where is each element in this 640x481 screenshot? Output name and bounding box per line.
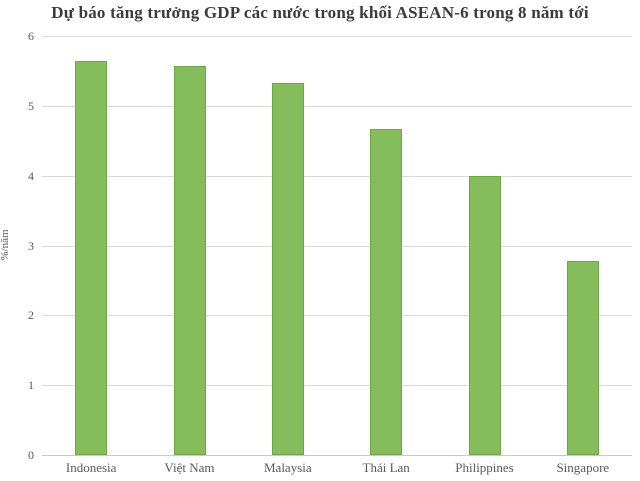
x-tick-label-viet-nam: Việt Nam: [164, 460, 215, 475]
gridline-4: [42, 175, 632, 177]
y-tick-label-0: 0: [28, 448, 34, 462]
x-tick-label-thai-lan: Thái Lan: [362, 460, 410, 475]
bar-philippines: [468, 176, 501, 455]
y-tick-label-6: 6: [28, 29, 34, 43]
y-tick-label-2: 2: [28, 308, 34, 323]
gridline-3: [42, 245, 632, 247]
y-tick-label-3: 3: [28, 238, 34, 253]
x-tick-label-philippines: Philippines: [455, 460, 514, 475]
x-tick-label-malaysia: Malaysia: [263, 460, 312, 475]
gridline-5: [42, 105, 632, 107]
y-tick-label-1: 1: [28, 378, 34, 393]
gridline-6: [42, 36, 632, 37]
bar-singapore: [566, 261, 599, 455]
gridline-1: [42, 385, 632, 387]
x-axis-line: [42, 455, 632, 456]
y-tick-label-4: 4: [28, 168, 34, 183]
x-tick-label-indonesia: Indonesia: [65, 460, 117, 475]
chart-title: Dự báo tăng trưởng GDP các nước trong kh…: [51, 3, 589, 22]
plot-area: [42, 36, 632, 456]
bar-viet-nam: [173, 66, 206, 455]
bar-thai-lan: [370, 129, 403, 455]
x-tick-label-singapore: Singapore: [556, 460, 610, 475]
bar-malaysia: [271, 83, 304, 455]
bar-indonesia: [75, 61, 108, 455]
y-tick-label-5: 5: [28, 98, 34, 113]
gridline-2: [42, 315, 632, 317]
